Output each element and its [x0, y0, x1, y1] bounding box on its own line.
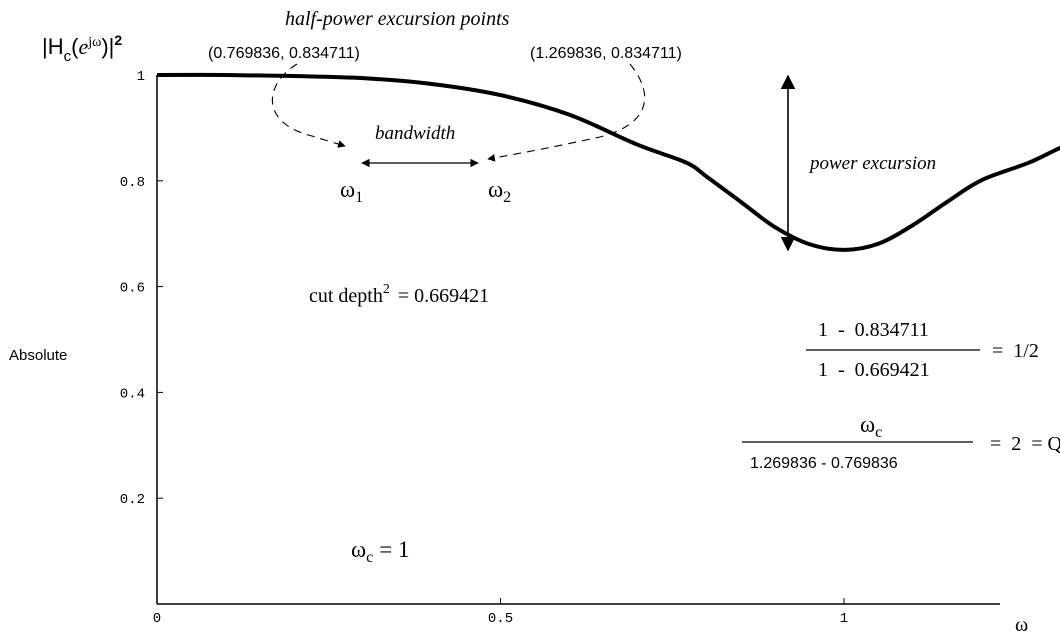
fraction2-denominator: 1.269836 - 0.769836 — [750, 455, 898, 472]
bandwidth-label: bandwidth — [375, 123, 455, 144]
fraction2-numerator: ωc — [860, 412, 882, 441]
left-dashed-leader — [272, 63, 346, 148]
x-tick-label: 0.5 — [488, 611, 513, 627]
magnitude-response-line — [156, 72, 1060, 252]
series-layer — [156, 72, 1060, 252]
fraction1-denominator: 1 - 0.669421 — [818, 359, 930, 381]
x-ticks: 00.511.522.53 — [153, 598, 848, 627]
fraction2-result: = 2 = Q — [990, 433, 1060, 455]
x-tick-label: 1 — [840, 611, 848, 627]
y-tick-label: 0.4 — [120, 386, 145, 402]
omega-2-label: ω2 — [488, 177, 511, 206]
point-right-label: (1.269836, 0.834711) — [530, 45, 682, 62]
y-axis-title: |Hc(ejω)|2 — [42, 32, 122, 65]
y-tick-label: 0.8 — [120, 175, 145, 191]
y-tick-label: 0.6 — [120, 281, 145, 297]
fraction1-result: = 1/2 — [992, 340, 1039, 362]
x-axis-label: ω — [1015, 614, 1028, 635]
omega-1-label: ω1 — [340, 177, 363, 206]
y-axis-side-label: Absolute — [9, 347, 67, 364]
y-tick-label: 1 — [137, 69, 145, 85]
power-excursion-label: power excursion — [808, 153, 936, 174]
x-tick-label: 0 — [153, 611, 161, 627]
y-tick-label: 0.2 — [120, 492, 145, 508]
half-power-title: half-power excursion points — [285, 8, 510, 30]
y-ticks: 0.2 0.4 0.6 0.8 1 — [120, 69, 163, 508]
point-left-label: (0.769836, 0.834711) — [208, 45, 360, 62]
right-dashed-leader — [487, 63, 646, 162]
cut-depth-label: cut depth2 = 0.669421 — [309, 282, 489, 307]
fraction1-numerator: 1 - 0.834711 — [818, 319, 929, 341]
omega-c-label: ωc = 1 — [351, 537, 409, 566]
